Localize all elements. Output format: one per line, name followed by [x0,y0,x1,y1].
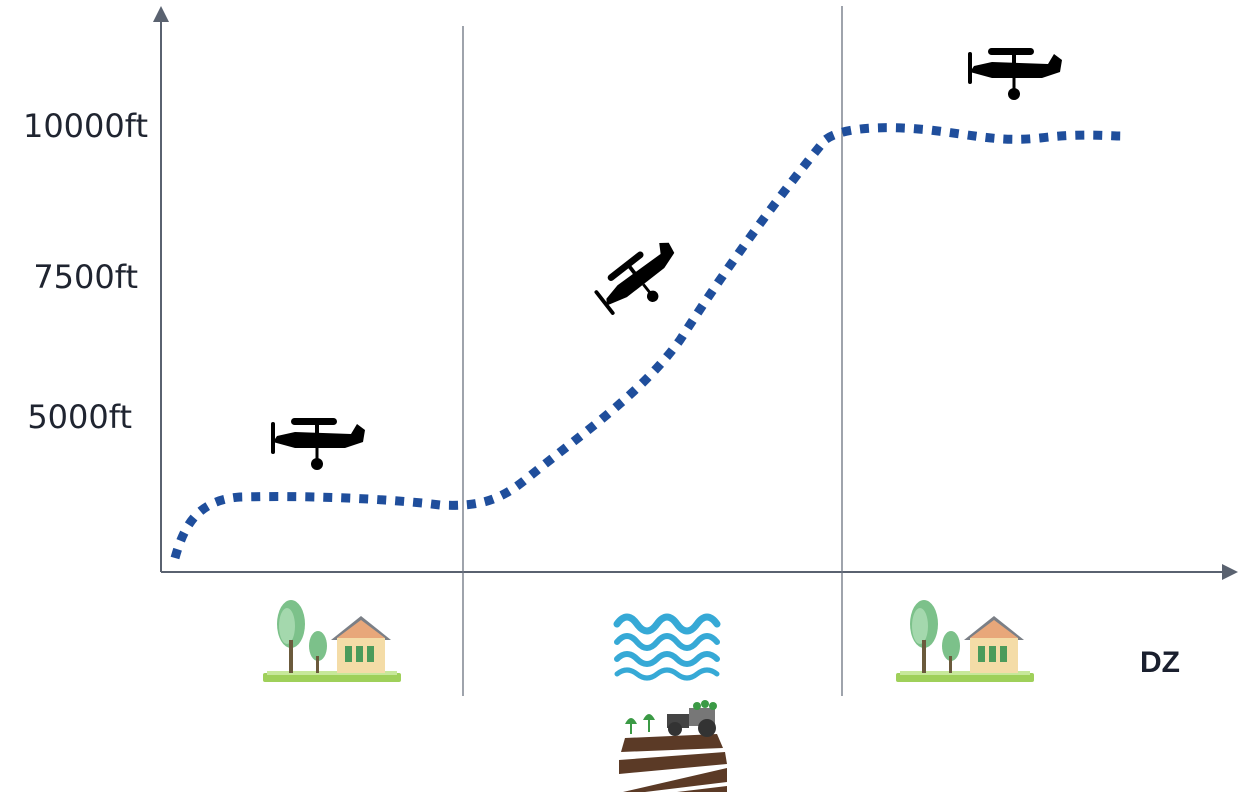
plane-climbing-icon [589,232,694,330]
village-icon [896,600,1034,682]
altitude-label-10000: 10000ft [23,107,148,145]
plane-icon [966,46,1064,102]
y-axis-arrow [153,6,169,22]
altitude-label-7500: 7500ft [33,258,138,296]
drop-zone-label: DZ [1140,646,1180,679]
village-icon [263,600,401,682]
plane-icon [269,416,367,472]
altitude-label-5000: 5000ft [27,398,132,436]
farm-field-icon [619,700,727,792]
x-axis-arrow [1222,564,1238,580]
water-waves-icon [613,613,721,681]
flight-path [170,123,1123,560]
